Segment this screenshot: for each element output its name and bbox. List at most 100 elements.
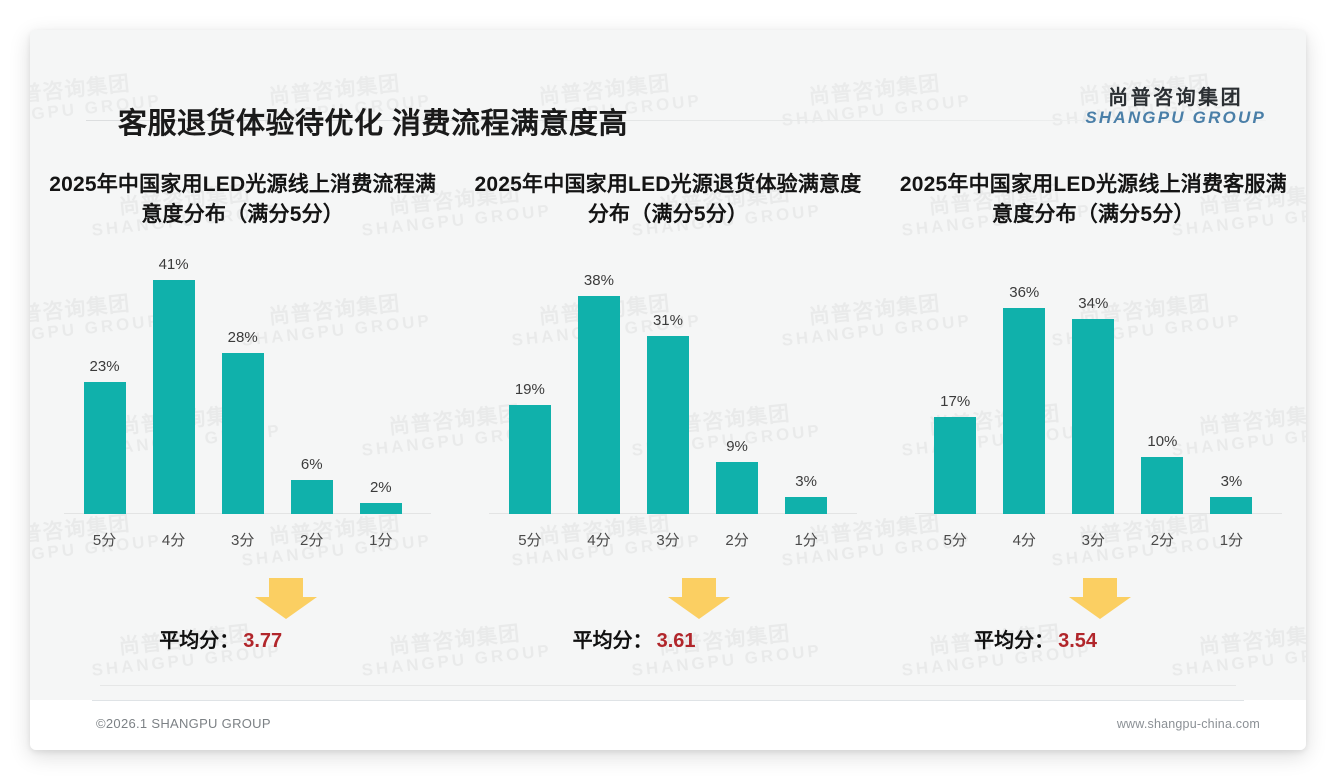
x-axis-labels: 5分 4分 3分 2分 1分 [921, 529, 1266, 550]
bar-chart: 19% 38% 31% 9% 3% 5分 4分 3分 2分 1分 [469, 256, 866, 556]
bar-value-label: 41% [158, 255, 189, 273]
x-axis-tick-label: 2分 [725, 531, 749, 549]
bar-slot: 9% [703, 256, 772, 514]
average-callout: 平均分： 3.77 [44, 577, 441, 670]
chart-title: 2025年中国家用LED光源线上消费客服满意度分布（满分5分） [899, 173, 1287, 226]
x-axis-tick-label: 3分 [656, 531, 680, 549]
average-callout: 平均分： 3.54 [895, 577, 1292, 670]
x-axis-tick-label: 1分 [1219, 531, 1244, 549]
chart-panel: 2025年中国家用LED光源退货体验满意度分布（满分5分） 19% 38% 31% 9%… [455, 170, 880, 690]
bar[interactable] [646, 335, 689, 514]
down-arrow-icon [667, 577, 730, 619]
average-score-label: 平均分： [572, 629, 653, 652]
bar[interactable] [716, 461, 759, 514]
bar-slot: 28% [208, 256, 277, 514]
bar[interactable] [152, 279, 195, 514]
bar-value-label: 3% [795, 472, 817, 490]
bar[interactable] [934, 416, 977, 514]
chart-panel: 2025年中国家用LED光源线上消费流程满意度分布（满分5分） 23% 41% 28%… [30, 170, 455, 690]
bar-slot: 6% [277, 256, 346, 514]
chart-panel: 2025年中国家用LED光源线上消费客服满意度分布（满分5分） 17% 36% 34%… [881, 170, 1306, 690]
bar[interactable] [221, 352, 264, 514]
average-score-label: 平均分： [974, 629, 1055, 652]
bar[interactable] [1003, 307, 1046, 514]
x-axis-tick-label: 4分 [1012, 531, 1036, 549]
bar-value-label: 34% [1078, 294, 1109, 312]
x-axis-tick-label: 1分 [794, 531, 818, 549]
logo-english-text: SHANGPU GROUP [1085, 108, 1266, 128]
website-link[interactable]: www.shangpu-china.com [1116, 717, 1260, 731]
bar-slot: 34% [1059, 256, 1128, 514]
bar-value-label: 36% [1009, 283, 1040, 301]
x-axis-tick-label: 2分 [300, 531, 324, 549]
bar-value-label: 23% [89, 357, 120, 375]
bar[interactable] [577, 295, 620, 514]
x-axis-tick-label: 3分 [1081, 531, 1105, 549]
chart-title: 2025年中国家用LED光源线上消费流程满意度分布（满分5分） [49, 173, 437, 226]
slide-header: 客服退货体验待优化 消费流程满意度高 尚普咨询集团 SHANGPU GROUP [30, 30, 1306, 140]
footnote-divider [100, 685, 1236, 686]
average-score-value: 3.77 [243, 629, 283, 652]
bar-slot: 17% [921, 256, 990, 514]
bar[interactable] [785, 496, 828, 514]
bar-value-label: 6% [300, 455, 323, 473]
x-axis-tick-label: 1分 [369, 531, 393, 549]
bar-group: 23% 41% 28% 6% 2% [70, 256, 415, 514]
average-score-text: 平均分： 3.77 [159, 624, 282, 653]
x-axis-labels: 5分 4分 3分 2分 1分 [70, 529, 415, 550]
bar-value-label: 38% [583, 271, 614, 289]
bar-value-label: 28% [227, 328, 258, 346]
bar-slot: 19% [495, 256, 564, 514]
x-axis-tick-label: 4分 [161, 531, 186, 549]
page-title: 客服退货体验待优化 消费流程满意度高 [118, 108, 629, 140]
bar[interactable] [290, 479, 333, 514]
bar-slot: 31% [633, 256, 702, 514]
header-divider [86, 120, 1266, 121]
x-axis-tick-label: 5分 [518, 531, 542, 549]
bar-slot: 41% [139, 256, 208, 514]
bar[interactable] [1141, 456, 1184, 514]
x-axis-tick-label: 3分 [230, 531, 255, 549]
company-logo: 尚普咨询集团 SHANGPU GROUP [1085, 88, 1266, 127]
average-score-text: 平均分： 3.61 [573, 624, 696, 653]
bar-slot: 36% [990, 256, 1059, 514]
bar-slot: 3% [1197, 256, 1266, 514]
bar-slot: 38% [564, 256, 633, 514]
down-arrow-icon [254, 577, 317, 619]
slide-footer: ©2026.1 SHANGPU GROUP www.shangpu-china.… [30, 700, 1306, 750]
bar-slot: 2% [346, 256, 415, 514]
bar[interactable] [1210, 496, 1253, 514]
x-axis-tick-label: 5分 [92, 531, 117, 549]
bar-value-label: 31% [652, 311, 683, 329]
bar-slot: 23% [70, 256, 139, 514]
bar-chart: 23% 41% 28% 6% 2% 5分 4分 3分 2分 1分 [44, 256, 441, 556]
chart-panels: 2025年中国家用LED光源线上消费流程满意度分布（满分5分） 23% 41% 28%… [30, 170, 1306, 690]
bar[interactable] [1072, 318, 1115, 514]
bar-value-label: 19% [514, 380, 545, 398]
chart-title: 2025年中国家用LED光源退货体验满意度分布（满分5分） [474, 173, 862, 226]
bar-group: 17% 36% 34% 10% 3% [921, 256, 1266, 514]
average-score-label: 平均分： [159, 629, 240, 652]
copyright-text: ©2026.1 SHANGPU GROUP [96, 716, 271, 731]
bar[interactable] [83, 381, 126, 514]
bar-slot: 10% [1128, 256, 1197, 514]
bar-value-label: 9% [726, 437, 748, 455]
footer-divider [92, 700, 1244, 701]
bar[interactable] [508, 404, 551, 514]
x-axis-labels: 5分 4分 3分 2分 1分 [495, 529, 840, 550]
x-axis-tick-label: 2分 [1150, 531, 1175, 549]
x-axis-tick-label: 4分 [587, 531, 611, 549]
x-axis-tick-label: 5分 [943, 531, 967, 549]
bar-group: 19% 38% 31% 9% 3% [495, 256, 840, 514]
bar[interactable] [359, 502, 402, 514]
bar-value-label: 3% [1220, 472, 1243, 490]
average-score-value: 3.54 [1058, 629, 1098, 652]
bar-slot: 3% [772, 256, 841, 514]
bar-value-label: 10% [1147, 432, 1178, 450]
bar-value-label: 2% [369, 478, 392, 496]
logo-chinese-text: 尚普咨询集团 [1108, 87, 1244, 109]
average-callout: 平均分： 3.61 [469, 577, 866, 670]
average-score-value: 3.61 [656, 629, 696, 652]
bar-value-label: 17% [940, 392, 971, 410]
